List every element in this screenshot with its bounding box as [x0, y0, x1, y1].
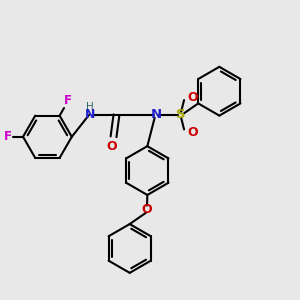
Text: O: O [187, 91, 198, 103]
Text: N: N [85, 108, 95, 121]
Text: F: F [4, 130, 12, 143]
Text: O: O [106, 140, 116, 153]
Text: F: F [64, 94, 72, 107]
Text: O: O [141, 202, 152, 216]
Text: S: S [176, 108, 186, 121]
Text: N: N [151, 108, 162, 121]
Text: O: O [187, 126, 198, 139]
Text: H: H [86, 102, 94, 112]
